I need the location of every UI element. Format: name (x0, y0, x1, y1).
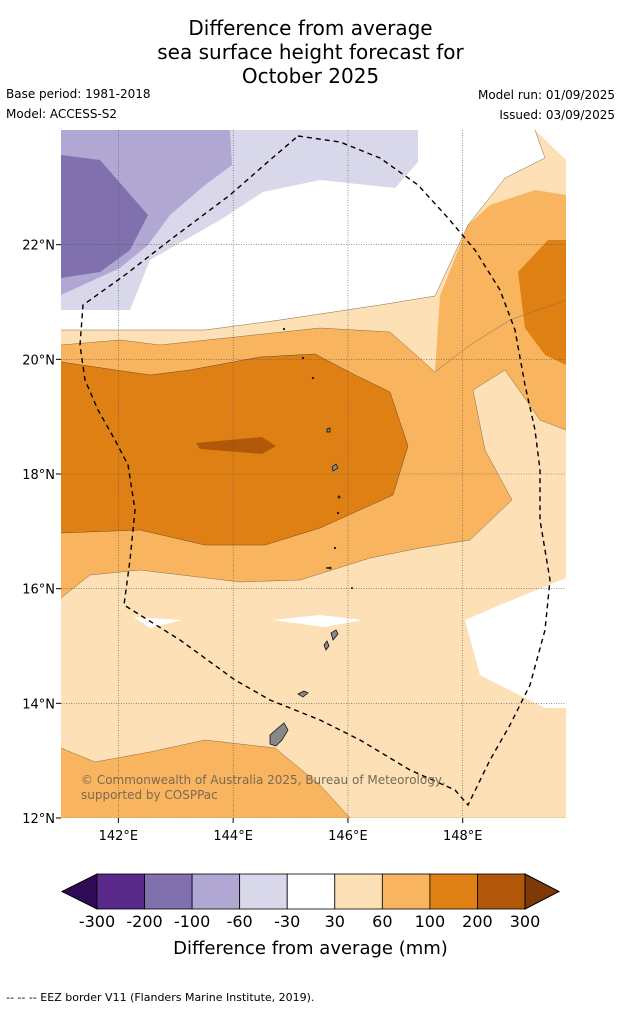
colorbar-label-3: -60 (226, 912, 253, 931)
colorbar-box-6 (381, 873, 431, 910)
tick-label-lat-2: 16°N (22, 583, 55, 598)
tick-label-lat-1: 14°N (22, 697, 55, 712)
island-maug (301, 356, 305, 360)
tick-label-lon-2: 146°E (328, 829, 368, 844)
island-pagan (331, 463, 339, 472)
tick-label-lat-5: 22°N (22, 239, 55, 254)
contour-neutral-se (465, 578, 566, 708)
colorbar-extend-low (60, 873, 98, 910)
model-name: Model: ACCESS-S2 (6, 107, 118, 121)
island-rota (297, 690, 309, 698)
contour-neutral-patch-2 (134, 617, 182, 628)
title-line-3: October 2025 (241, 64, 380, 88)
colorbar-title: Difference from average (mm) (173, 938, 448, 959)
contour-minus100-minus200 (61, 155, 148, 278)
copyright-credit: © Commonwealth of Australia 2025, Bureau… (81, 773, 446, 802)
colorbar-box-3 (239, 873, 288, 910)
island-agrihan (326, 427, 331, 433)
island-tinian (323, 640, 330, 651)
colorbar-label-5: 30 (324, 912, 345, 931)
island-asuncion (311, 376, 315, 380)
island-anatahan (325, 566, 332, 570)
map-gridlines (61, 130, 566, 818)
colorbar-label-9: 300 (509, 912, 541, 931)
base-period: Base period: 1981-2018 (6, 87, 151, 101)
island-guguan (336, 511, 340, 515)
island-group (269, 327, 353, 747)
colorbar-box-8 (477, 873, 526, 910)
colorbar-box-2 (191, 873, 241, 910)
issued-date: Issued: 03/09/2025 (499, 108, 615, 122)
colorbar-label-6: 60 (372, 912, 393, 931)
eez-border (79, 135, 551, 807)
map-plot (61, 130, 566, 818)
tick-label-lon-1: 144°E (213, 829, 253, 844)
contour-60-100-ne (435, 190, 566, 372)
tick-label-lat-4: 20°N (22, 353, 55, 368)
contour-neutral-patch-1 (272, 615, 362, 627)
colorbar-label-8: 200 (462, 912, 493, 931)
island-guam (269, 722, 289, 747)
colorbar-label-0: -300 (78, 912, 116, 931)
island-saipan (330, 629, 339, 641)
colorbar-label-4: -30 (274, 912, 301, 931)
contour-60-100-south (61, 740, 350, 818)
tick-label-lon-3: 148°E (443, 829, 483, 844)
colorbar (60, 873, 561, 910)
colorbar-box-5 (334, 873, 383, 910)
colorbar-label-7: 100 (414, 912, 446, 931)
colorbar-extend-high (524, 873, 561, 910)
island-sarigan (333, 546, 337, 550)
tick-label-lon-0: 142°E (99, 829, 139, 844)
colorbar-label-1: -200 (126, 912, 163, 931)
title-line-2: sea surface height forecast for (157, 40, 464, 64)
island-farallon-medinilla (351, 587, 353, 589)
colorbar-label-2: -100 (173, 912, 211, 931)
eez-footnote: -- -- -- EEZ border V11 (Flanders Marine… (6, 991, 315, 1004)
island-alamagan (337, 495, 341, 499)
island-farallon (282, 327, 286, 331)
map-title: Difference from average sea surface heig… (0, 16, 621, 88)
latitude-ticks: 12°N 14°N 16°N 18°N 20°N 22°N (22, 239, 61, 827)
model-run: Model run: 01/09/2025 (477, 88, 615, 102)
tick-label-lat-0: 12°N (22, 812, 55, 827)
contour-200-300 (196, 437, 276, 454)
longitude-ticks: 142°E 144°E 146°E 148°E (99, 818, 483, 844)
colorbar-box-1 (144, 873, 193, 910)
colorbar-box-0 (96, 873, 145, 910)
tick-label-lat-3: 18°N (22, 468, 55, 483)
title-line-1: Difference from average (188, 16, 433, 40)
colorbar-box-4 (286, 873, 336, 910)
colorbar-box-7 (429, 873, 478, 910)
contour-100-200-ne (518, 240, 566, 365)
